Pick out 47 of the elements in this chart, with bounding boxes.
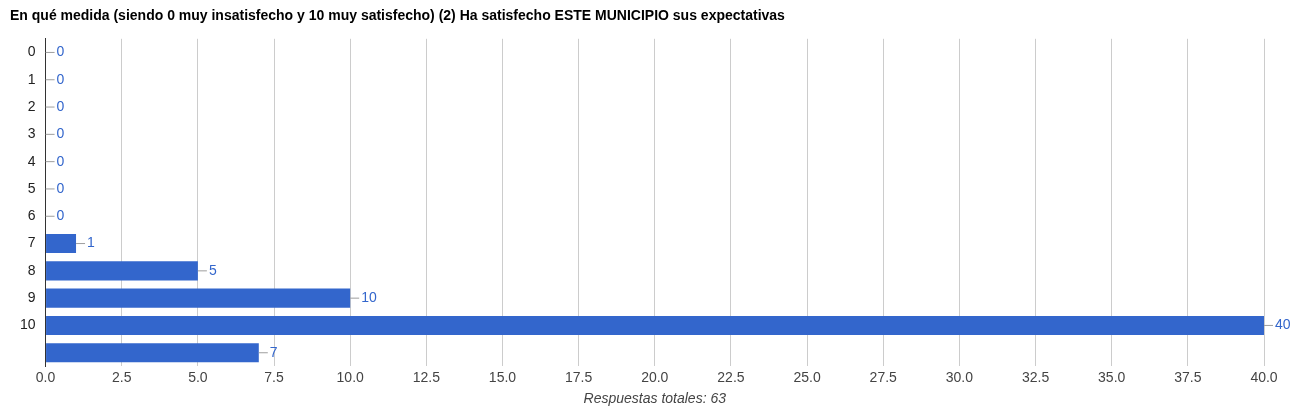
x-tick-label: 5.0 — [188, 368, 208, 385]
y-tick-label: 0 — [27, 43, 36, 60]
x-tick-label: 40.0 — [1250, 368, 1278, 385]
y-tick-label: 2 — [27, 97, 36, 114]
y-tick-label: 7 — [27, 234, 36, 251]
x-tick-label: 25.0 — [793, 368, 821, 385]
y-tick-label: 3 — [27, 125, 36, 142]
bar — [46, 315, 1264, 336]
y-tick-label: 9 — [27, 289, 36, 306]
bar — [46, 234, 77, 254]
data-label: 40 — [1275, 316, 1291, 333]
y-tick-label: 5 — [27, 179, 36, 196]
y-tick-label: 10 — [19, 316, 36, 333]
bar — [46, 261, 198, 281]
y-tick-label: 1 — [27, 70, 36, 87]
x-tick-label: 10.0 — [336, 368, 365, 385]
bar — [46, 343, 259, 363]
x-tick-label: 0.0 — [35, 368, 56, 385]
x-tick-label: 30.0 — [945, 368, 974, 385]
x-tick-label: 20.0 — [641, 368, 669, 385]
x-tick-label: 2.5 — [111, 368, 132, 385]
x-tick-label: 22.5 — [717, 368, 745, 385]
x-tick-label: 35.0 — [1098, 368, 1126, 385]
bar — [46, 288, 351, 308]
data-label: 1 — [87, 234, 96, 251]
x-tick-label: 17.5 — [565, 368, 593, 385]
x-tick-label: 32.5 — [1021, 368, 1050, 385]
data-label: 10 — [361, 289, 377, 306]
data-label: 0 — [56, 179, 65, 196]
data-label: 0 — [56, 70, 65, 87]
x-tick-label: 12.5 — [412, 368, 441, 385]
x-tick-label: 15.0 — [488, 368, 517, 385]
chart-title: En qué medida (siendo 0 muy insatisfecho y 10 muy satisfecho) (2) Ha satisfecho ESTE MUNICIPIO sus expectativas — [10, 7, 786, 24]
y-tick-label: 4 — [27, 152, 36, 169]
x-tick-label: 27.5 — [869, 368, 898, 385]
data-label: 0 — [56, 43, 65, 60]
data-label: 5 — [208, 261, 217, 278]
x-tick-label: 7.5 — [264, 368, 284, 385]
data-label: 7 — [269, 343, 278, 360]
data-label: 0 — [56, 125, 65, 142]
x-tick-label: 37.5 — [1174, 368, 1202, 385]
y-tick-label: 8 — [27, 261, 36, 278]
data-label: 0 — [56, 207, 65, 224]
data-label: 0 — [56, 97, 65, 114]
data-label: 0 — [56, 152, 65, 169]
x-axis-title: Respuestas totales: 63 — [583, 390, 727, 407]
y-tick-label: 6 — [27, 207, 36, 224]
